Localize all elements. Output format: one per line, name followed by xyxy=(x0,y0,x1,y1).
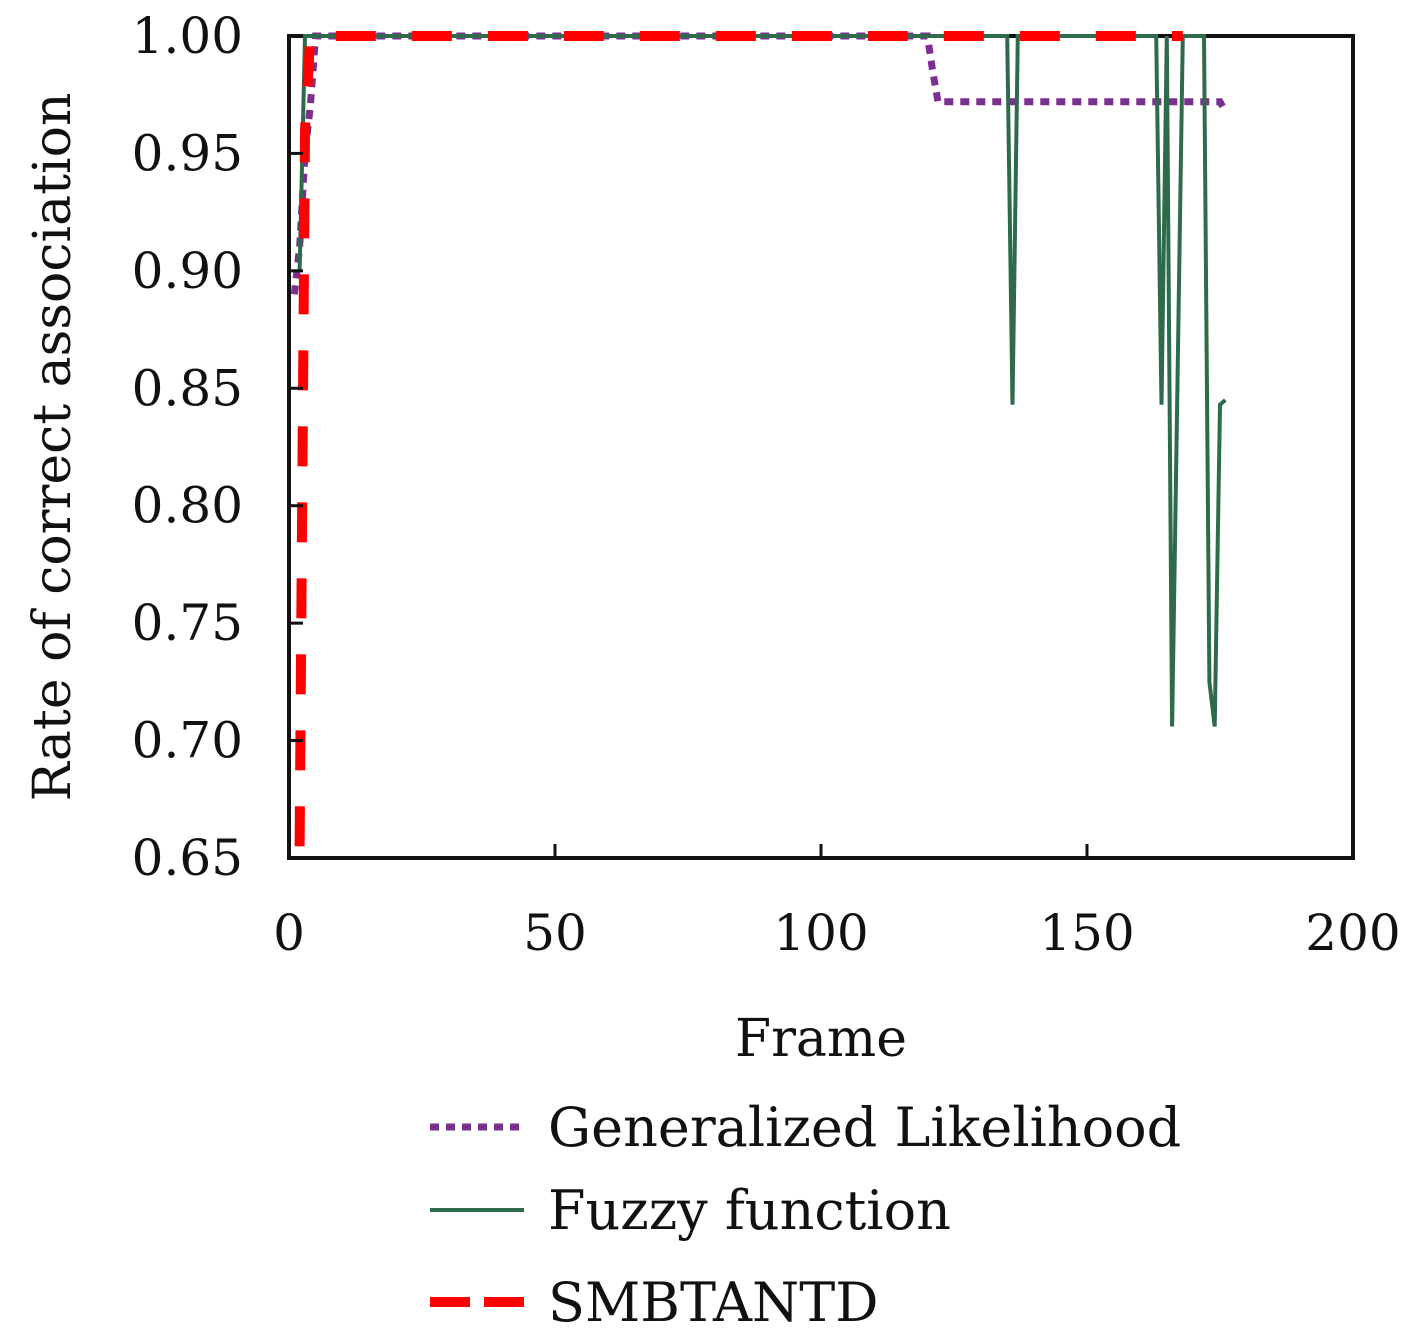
y-tick-label: 0.85 xyxy=(132,359,243,417)
series-line-generalized-likelihood xyxy=(290,32,1229,295)
x-tick-label: 150 xyxy=(1039,904,1134,962)
y-axis-ticks: 0.65 0.70 0.75 0.80 0.85 0.90 0.95 1.00 xyxy=(132,7,303,887)
y-tick-label: 0.95 xyxy=(132,124,243,182)
x-tick-label: 200 xyxy=(1305,904,1400,962)
y-tick-label: 0.70 xyxy=(132,712,243,770)
series-line-smbtantd xyxy=(294,31,1183,847)
x-axis-title: Frame xyxy=(735,1009,907,1069)
x-axis-ticks: 0 50 100 150 200 xyxy=(273,844,1401,962)
legend-label: Generalized Likelihood xyxy=(548,1096,1181,1159)
y-axis-title: Rate of correct association xyxy=(23,93,83,802)
x-tick-label: 0 xyxy=(273,904,305,962)
plot-frame xyxy=(287,34,1355,860)
legend-label: Fuzzy function xyxy=(548,1179,951,1242)
legend-label: SMBTANTD xyxy=(548,1271,879,1334)
y-tick-label: 0.90 xyxy=(132,242,243,300)
x-tick-label: 50 xyxy=(523,904,587,962)
y-tick-label: 0.75 xyxy=(132,594,243,652)
y-tick-label: 0.80 xyxy=(132,477,243,535)
x-tick-label: 100 xyxy=(773,904,868,962)
series-layer xyxy=(290,31,1229,847)
series-line-fuzzy-function xyxy=(297,34,1227,727)
y-tick-label: 0.65 xyxy=(132,829,243,887)
legend: Generalized Likelihood Fuzzy function SMBT… xyxy=(430,1096,1181,1334)
y-tick-label: 1.00 xyxy=(132,7,243,65)
